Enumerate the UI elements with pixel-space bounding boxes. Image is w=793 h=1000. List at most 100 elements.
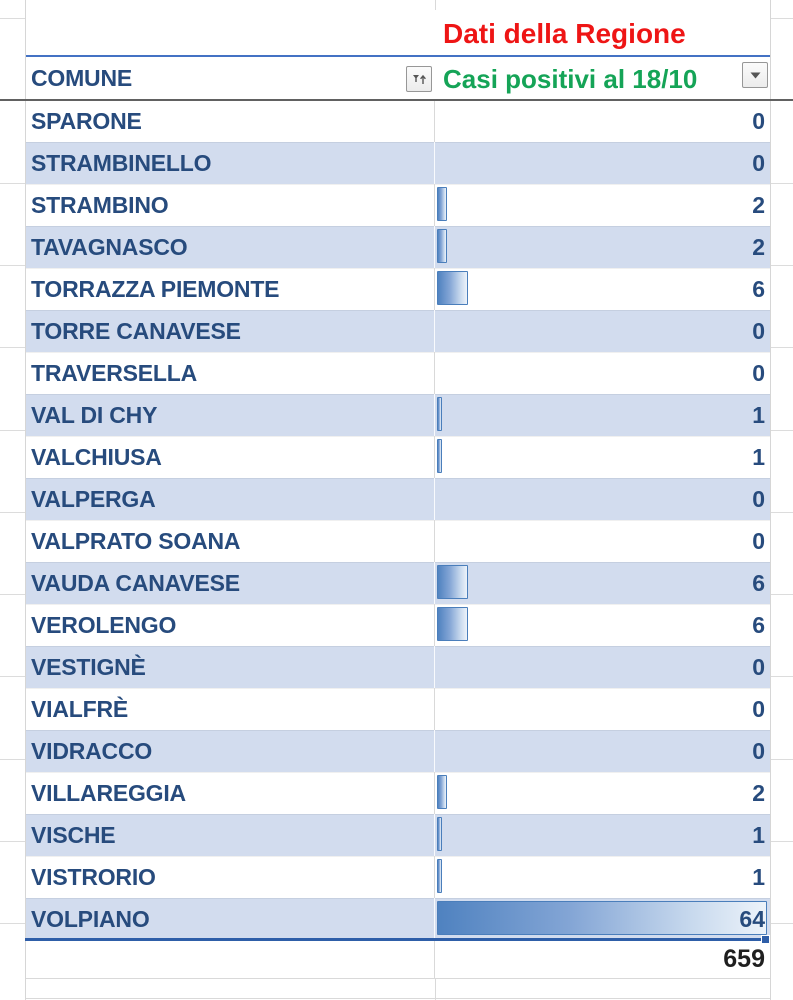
empty-total-label-cell[interactable] bbox=[25, 941, 435, 978]
left-column-strip bbox=[0, 0, 26, 1000]
cases-cell[interactable]: 2 bbox=[435, 184, 770, 226]
table-row: VALCHIUSA 1 bbox=[25, 436, 770, 478]
cases-cell[interactable]: 0 bbox=[435, 310, 770, 352]
gridline bbox=[0, 841, 25, 842]
table-header-row: COMUNE Casi positivi al 18/10 bbox=[25, 57, 770, 99]
comune-cell[interactable]: VALCHIUSA bbox=[25, 436, 435, 478]
gridline bbox=[0, 998, 793, 999]
cases-value: 0 bbox=[752, 738, 765, 764]
table-row: TAVAGNASCO 2 bbox=[25, 226, 770, 268]
comune-cell[interactable]: STRAMBINELLO bbox=[25, 142, 435, 184]
header-bottom-rule bbox=[0, 99, 793, 101]
gridline bbox=[771, 759, 793, 760]
cases-cell[interactable]: 0 bbox=[435, 142, 770, 184]
cases-cell[interactable]: 1 bbox=[435, 436, 770, 478]
cases-cell[interactable]: 6 bbox=[435, 562, 770, 604]
table-row: VEROLENGO 6 bbox=[25, 604, 770, 646]
value-databar bbox=[437, 229, 447, 263]
comune-cell[interactable]: TAVAGNASCO bbox=[25, 226, 435, 268]
cases-cell[interactable]: 1 bbox=[435, 814, 770, 856]
comune-name: TORRE CANAVESE bbox=[31, 318, 241, 344]
comune-name: VALCHIUSA bbox=[31, 444, 162, 470]
comune-cell[interactable]: VALPRATO SOANA bbox=[25, 520, 435, 562]
table-row: VOLPIANO 64 bbox=[25, 898, 770, 940]
cases-cell[interactable]: 6 bbox=[435, 268, 770, 310]
comune-cell[interactable]: VEROLENGO bbox=[25, 604, 435, 646]
comune-name: VEROLENGO bbox=[31, 612, 177, 638]
cases-cell[interactable]: 2 bbox=[435, 226, 770, 268]
value-databar bbox=[437, 859, 442, 893]
comune-cell[interactable]: VESTIGNÈ bbox=[25, 646, 435, 688]
comune-cell[interactable]: STRAMBINO bbox=[25, 184, 435, 226]
cases-value: 1 bbox=[752, 402, 765, 428]
value-databar bbox=[437, 397, 442, 431]
cases-cell[interactable]: 0 bbox=[435, 520, 770, 562]
total-cases-value[interactable]: 659 bbox=[723, 945, 765, 973]
gridline bbox=[771, 676, 793, 677]
comune-cell[interactable]: VIDRACCO bbox=[25, 730, 435, 772]
cases-value: 2 bbox=[752, 192, 765, 218]
comune-cell[interactable]: VISTRORIO bbox=[25, 856, 435, 898]
comune-cell[interactable]: TRAVERSELLA bbox=[25, 352, 435, 394]
cases-filter-button[interactable] bbox=[742, 62, 768, 88]
sort-ascending-filter-icon bbox=[412, 72, 427, 87]
table-row: VIALFRÈ 0 bbox=[25, 688, 770, 730]
comune-filter-button[interactable] bbox=[406, 66, 432, 92]
comune-cell[interactable]: VOLPIANO bbox=[25, 898, 435, 940]
comune-cell[interactable]: VIALFRÈ bbox=[25, 688, 435, 730]
comune-name: TAVAGNASCO bbox=[31, 234, 188, 260]
total-row: 659 bbox=[25, 941, 770, 978]
gridline bbox=[0, 265, 25, 266]
cases-value: 0 bbox=[752, 486, 765, 512]
gridline bbox=[0, 923, 25, 924]
comune-name: STRAMBINO bbox=[31, 192, 169, 218]
comune-name: VILLAREGGIA bbox=[31, 780, 186, 806]
comune-name: VISCHE bbox=[31, 822, 116, 848]
comune-cell[interactable]: SPARONE bbox=[25, 100, 435, 142]
cases-value: 64 bbox=[739, 906, 765, 932]
gridline bbox=[771, 265, 793, 266]
cases-cell[interactable]: 6 bbox=[435, 604, 770, 646]
comune-cell[interactable]: TORRE CANAVESE bbox=[25, 310, 435, 352]
cases-cell[interactable]: 0 bbox=[435, 646, 770, 688]
cases-cell[interactable]: 0 bbox=[435, 688, 770, 730]
gridline bbox=[771, 347, 793, 348]
dropdown-arrow-icon bbox=[749, 71, 762, 80]
value-databar bbox=[437, 439, 442, 473]
comune-cell[interactable]: VISCHE bbox=[25, 814, 435, 856]
comune-name: VIALFRÈ bbox=[31, 696, 128, 722]
region-title-row: Dati della Regione bbox=[25, 10, 770, 55]
table-row: VAL DI CHY 1 bbox=[25, 394, 770, 436]
cases-value: 6 bbox=[752, 570, 765, 596]
selection-fill-handle[interactable] bbox=[761, 935, 770, 944]
cases-cell[interactable]: 2 bbox=[435, 772, 770, 814]
cases-value: 0 bbox=[752, 654, 765, 680]
gridline bbox=[771, 594, 793, 595]
cases-cell[interactable]: 0 bbox=[435, 730, 770, 772]
comune-name: VIDRACCO bbox=[31, 738, 153, 764]
cases-value: 1 bbox=[752, 864, 765, 890]
cases-cell[interactable]: 1 bbox=[435, 394, 770, 436]
comune-cell[interactable]: VALPERGA bbox=[25, 478, 435, 520]
cases-cell[interactable]: 0 bbox=[435, 100, 770, 142]
cases-cell[interactable]: 0 bbox=[435, 478, 770, 520]
cases-cell[interactable]: 1 bbox=[435, 856, 770, 898]
cases-value: 0 bbox=[752, 150, 765, 176]
table-row: VIDRACCO 0 bbox=[25, 730, 770, 772]
gridline bbox=[771, 512, 793, 513]
comune-name: VISTRORIO bbox=[31, 864, 156, 890]
comune-cell[interactable]: TORRAZZA PIEMONTE bbox=[25, 268, 435, 310]
gridline bbox=[771, 841, 793, 842]
comune-cell[interactable]: VILLAREGGIA bbox=[25, 772, 435, 814]
value-databar bbox=[437, 901, 767, 935]
cases-value: 0 bbox=[752, 108, 765, 134]
cases-value: 2 bbox=[752, 234, 765, 260]
comune-name: SPARONE bbox=[31, 108, 142, 134]
table-row: TRAVERSELLA 0 bbox=[25, 352, 770, 394]
comune-cell[interactable]: VAUDA CANAVESE bbox=[25, 562, 435, 604]
cases-cell[interactable]: 64 bbox=[435, 898, 770, 940]
cases-cell[interactable]: 0 bbox=[435, 352, 770, 394]
comune-name: TORRAZZA PIEMONTE bbox=[31, 276, 280, 302]
comune-cell[interactable]: VAL DI CHY bbox=[25, 394, 435, 436]
